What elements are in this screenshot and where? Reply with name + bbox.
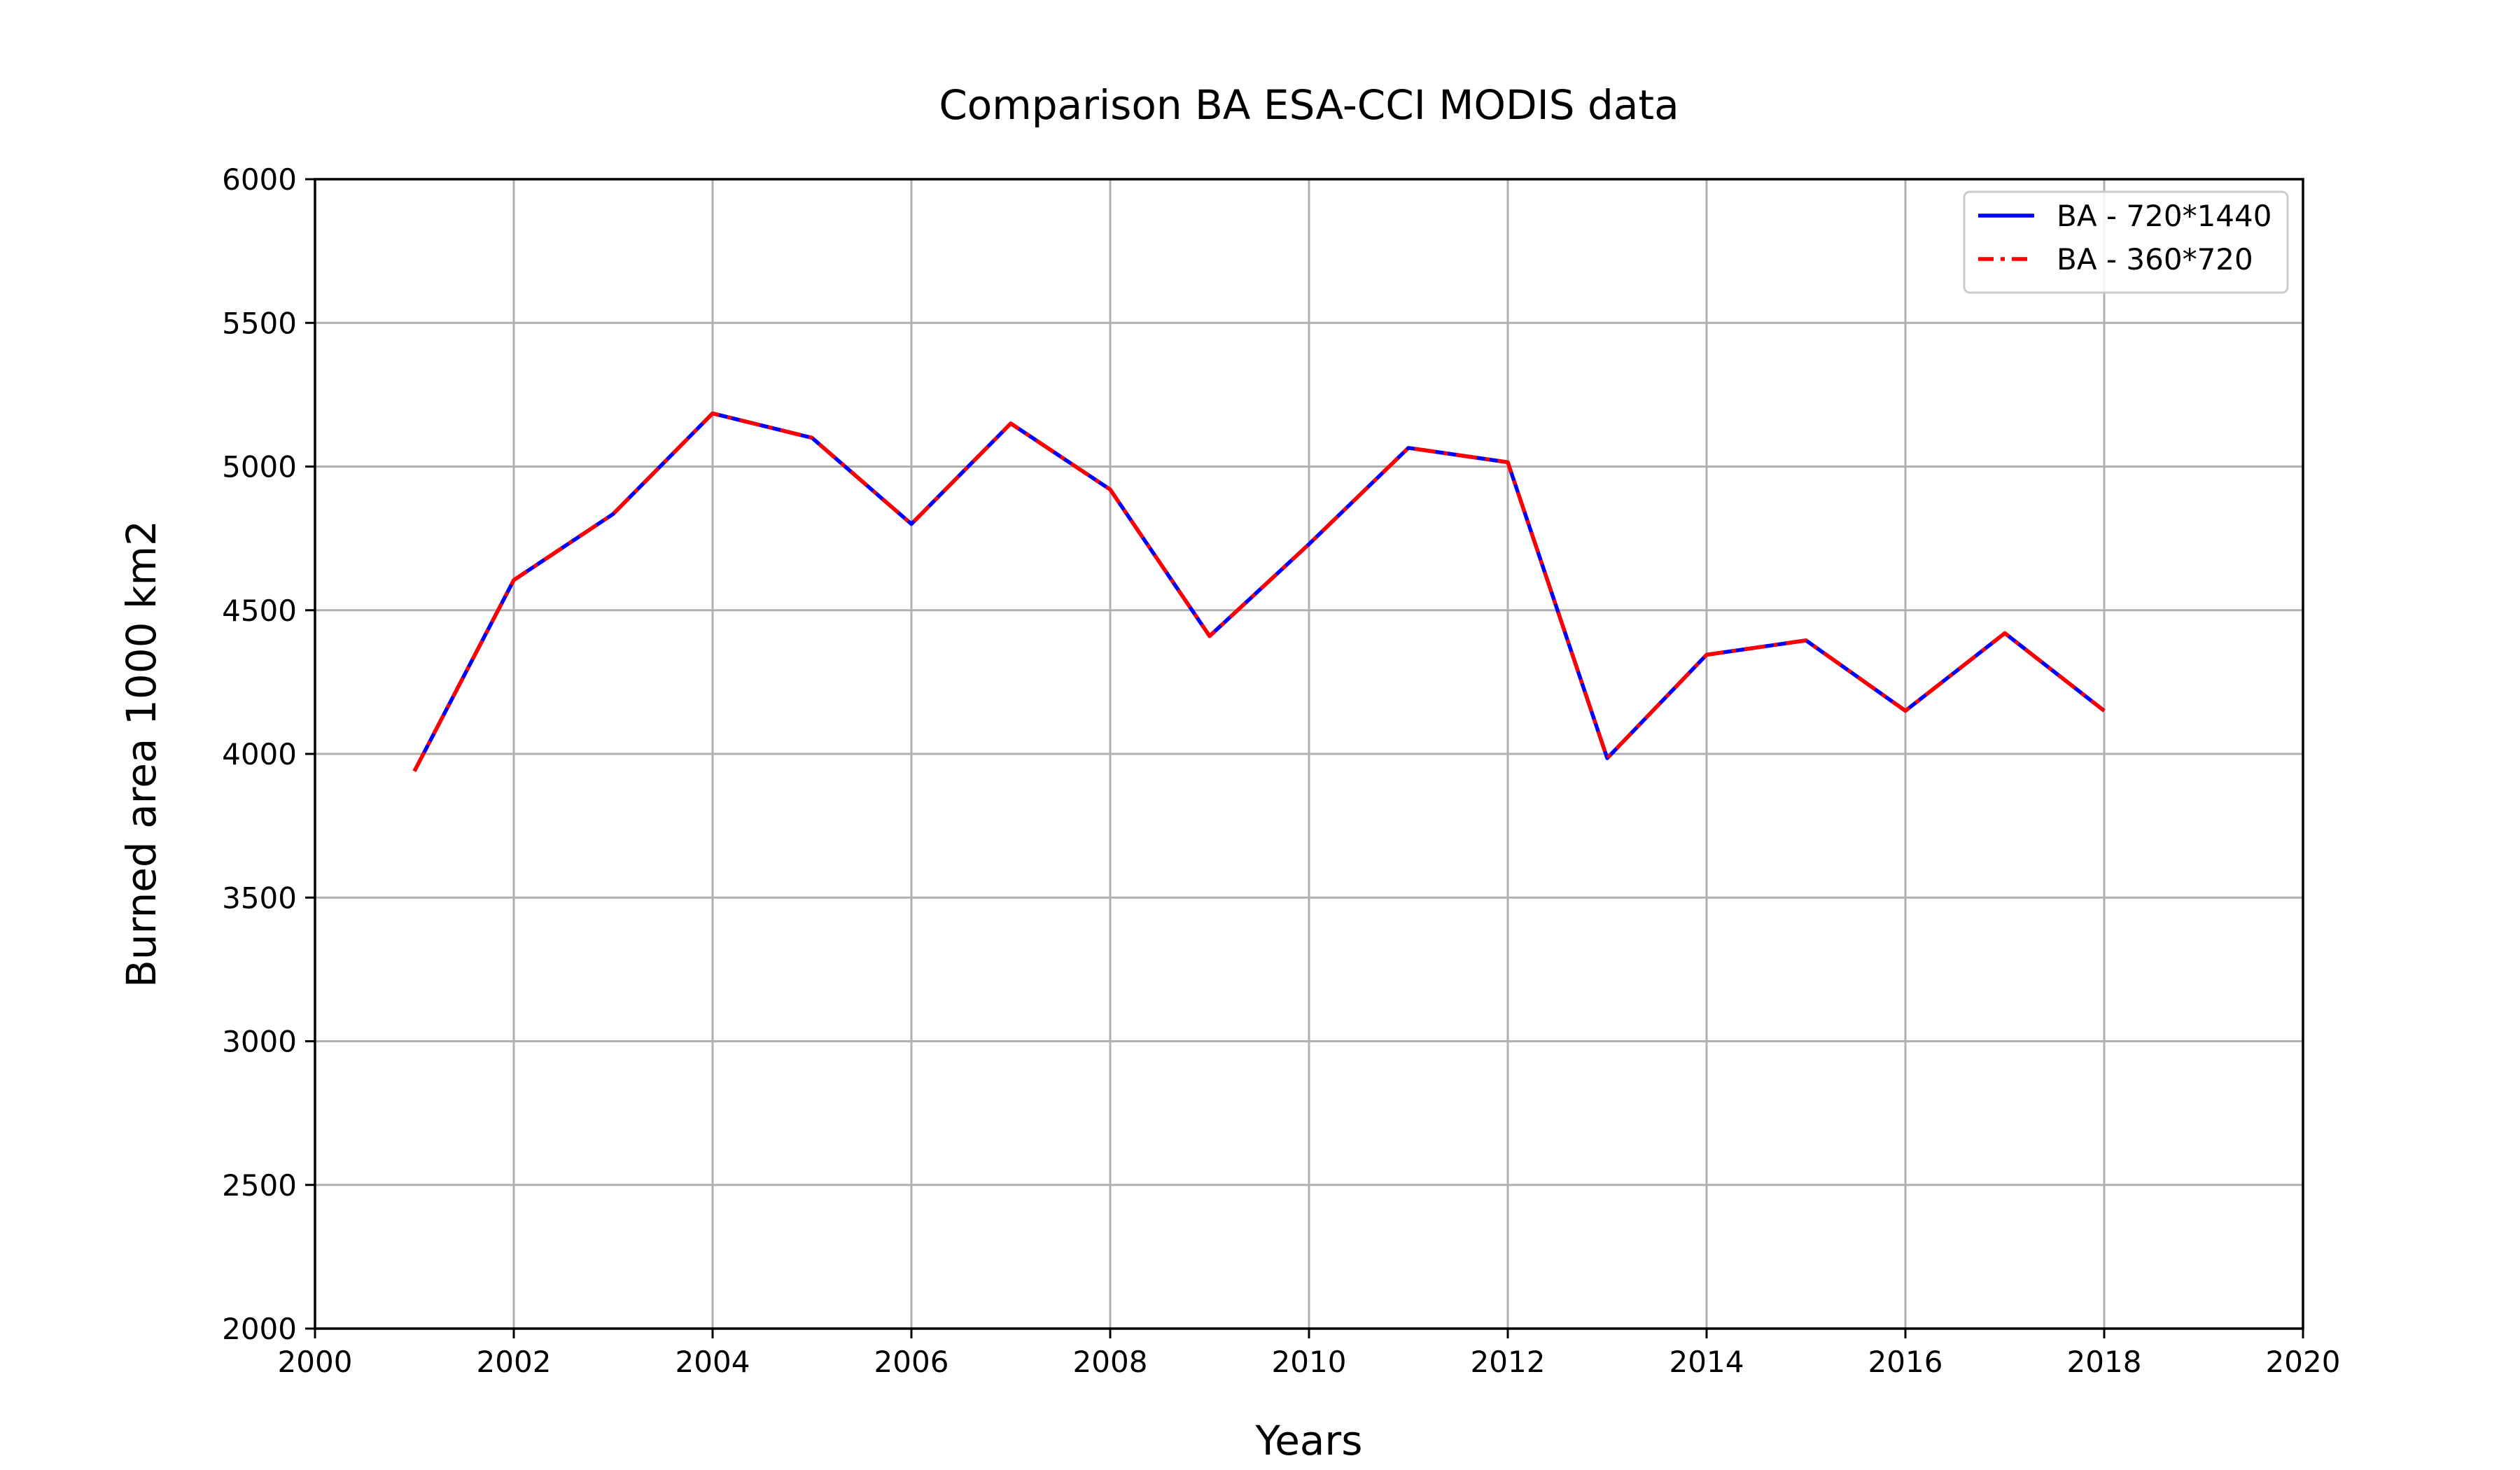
chart-title: Comparison BA ESA-CCI MODIS data bbox=[939, 81, 1679, 129]
legend: BA - 720*1440 BA - 360*720 bbox=[1963, 190, 2289, 294]
legend-box bbox=[1963, 190, 2289, 294]
x-tick-label: 2020 bbox=[2266, 1345, 2341, 1379]
x-axis-ticks: 2000 2002 2004 2006 2008 2010 2012 2014 2016 2018… bbox=[278, 1329, 2341, 1379]
x-tick-label: 2010 bbox=[1272, 1345, 1347, 1379]
x-tick-label: 2000 bbox=[278, 1345, 353, 1379]
legend-label: BA - 360*720 bbox=[2057, 242, 2253, 276]
x-tick-label: 2014 bbox=[1670, 1345, 1744, 1379]
x-tick-label: 2002 bbox=[477, 1345, 552, 1379]
y-tick-label: 2500 bbox=[222, 1168, 297, 1203]
data-series bbox=[412, 411, 2106, 772]
y-tick-label: 3000 bbox=[222, 1025, 297, 1059]
x-tick-label: 2012 bbox=[1471, 1345, 1546, 1379]
series-line bbox=[412, 411, 2106, 772]
y-tick-label: 5000 bbox=[222, 450, 297, 484]
y-tick-label: 6000 bbox=[222, 162, 297, 197]
y-tick-label: 4000 bbox=[222, 737, 297, 771]
y-tick-label: 3500 bbox=[222, 881, 297, 915]
legend-label: BA - 720*1440 bbox=[2057, 199, 2272, 233]
x-tick-label: 2006 bbox=[874, 1345, 949, 1379]
x-tick-label: 2008 bbox=[1073, 1345, 1148, 1379]
y-tick-label: 2000 bbox=[222, 1312, 297, 1346]
y-tick-label: 5500 bbox=[222, 306, 297, 340]
x-tick-label: 2018 bbox=[2067, 1345, 2142, 1379]
y-axis-ticks: 2000 2500 3000 3500 4000 4500 5000 5500 6000 bbox=[222, 162, 315, 1346]
series-2 bbox=[412, 411, 2106, 772]
y-axis-title: Burned area 1000 km2 bbox=[118, 520, 165, 988]
x-tick-label: 2004 bbox=[676, 1345, 750, 1379]
x-tick-label: 2016 bbox=[1868, 1345, 1943, 1379]
y-tick-label: 4500 bbox=[222, 594, 297, 628]
x-axis-title: Years bbox=[1254, 1417, 1362, 1464]
